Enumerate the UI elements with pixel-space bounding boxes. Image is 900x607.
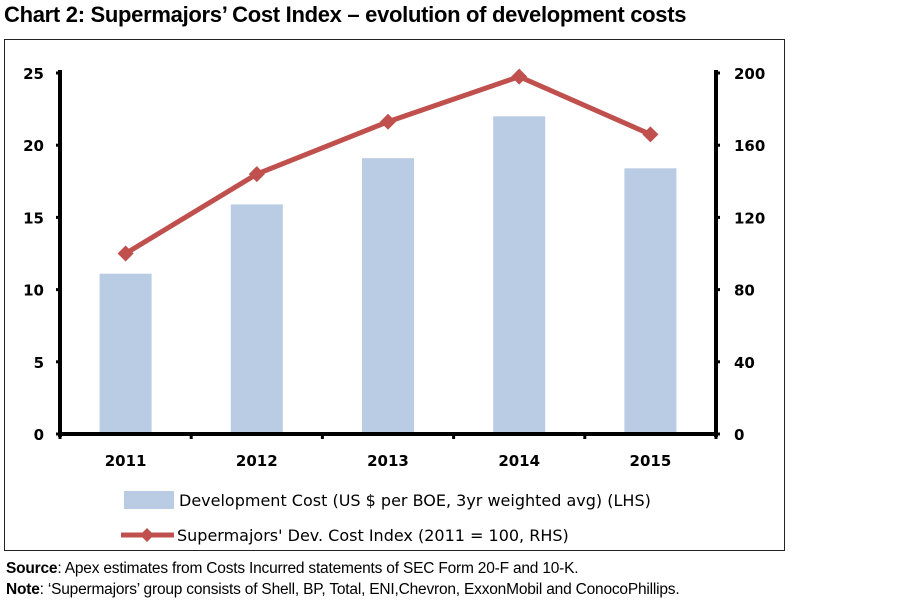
legend-bar-swatch — [124, 491, 174, 509]
bar-2013 — [362, 158, 414, 435]
index-marker-2012 — [248, 166, 265, 183]
left-tick-label: 0 — [34, 426, 44, 444]
index-marker-2013 — [380, 113, 396, 130]
bar-2014 — [493, 116, 546, 434]
chart-title: Chart 2: Supermajors’ Cost Index – evolu… — [4, 2, 687, 27]
source-text: : Apex estimates from Costs Incurred sta… — [57, 560, 579, 577]
legend-bar-label: Development Cost (US $ per BOE, 3yr weig… — [179, 491, 651, 510]
right-tick-label: 120 — [734, 209, 765, 227]
x-tick-label: 2012 — [236, 452, 278, 470]
note-label: Note — [6, 581, 40, 598]
index-marker-2014 — [511, 68, 528, 85]
x-tick-label: 2014 — [498, 452, 540, 470]
left-tick-label: 20 — [23, 137, 44, 155]
index-marker-2015 — [642, 126, 659, 143]
source-note: Source: Apex estimates from Costs Incurr… — [6, 560, 579, 578]
note-text: : ‘Supermajors’ group consists of Shell,… — [39, 581, 680, 598]
x-tick-label: 2013 — [367, 452, 409, 470]
legend-line-label: Supermajors' Dev. Cost Index (2011 = 100… — [177, 526, 569, 545]
x-tick-label: 2011 — [105, 452, 147, 470]
left-tick-label: 25 — [23, 65, 44, 83]
left-tick-label: 5 — [34, 354, 44, 372]
left-tick-label: 15 — [23, 209, 44, 227]
right-tick-label: 160 — [734, 137, 765, 155]
source-label: Source — [6, 560, 58, 577]
x-tick-label: 2015 — [630, 452, 672, 470]
legend-line-marker — [140, 528, 154, 542]
bar-2015 — [624, 168, 677, 434]
right-tick-label: 200 — [734, 65, 765, 83]
bar-2011 — [99, 273, 152, 434]
right-tick-label: 80 — [734, 282, 755, 300]
index-marker-2011 — [117, 245, 134, 262]
right-tick-label: 0 — [734, 426, 744, 444]
right-tick-label: 40 — [734, 354, 755, 372]
footnote: Note: ‘Supermajors’ group consists of Sh… — [6, 581, 680, 599]
left-tick-label: 10 — [23, 282, 44, 300]
chart-frame — [4, 39, 785, 551]
bar-2012 — [230, 204, 283, 434]
